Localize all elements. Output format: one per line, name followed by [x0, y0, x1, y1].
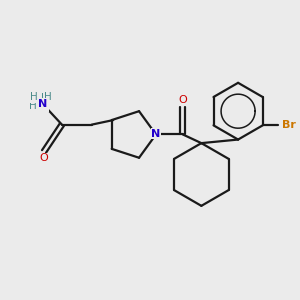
Text: N: N — [39, 101, 48, 111]
Text: O: O — [39, 153, 48, 163]
Text: Br: Br — [282, 120, 296, 130]
Text: H: H — [41, 93, 49, 103]
Text: N: N — [38, 99, 48, 109]
Text: O: O — [178, 95, 187, 105]
Text: H: H — [30, 92, 38, 102]
Text: N: N — [151, 129, 160, 139]
Text: H: H — [44, 92, 52, 102]
Text: H: H — [29, 101, 37, 111]
